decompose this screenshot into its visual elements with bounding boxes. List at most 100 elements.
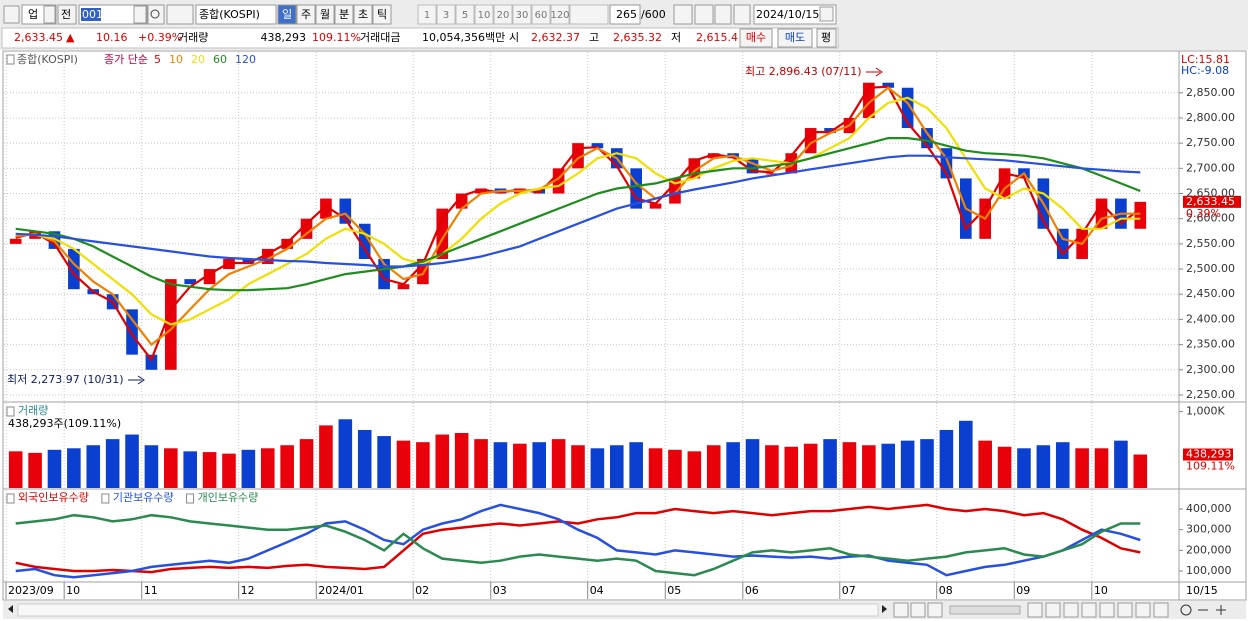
search-button[interactable]	[147, 4, 165, 25]
count-input[interactable]	[609, 4, 641, 25]
tool-button[interactable]	[1063, 602, 1079, 618]
layout-icon[interactable]	[3, 5, 20, 24]
nav-button[interactable]	[910, 602, 926, 618]
candle	[378, 258, 390, 290]
high-label: 고	[589, 31, 599, 44]
save-button[interactable]	[714, 4, 732, 25]
candle	[901, 87, 914, 129]
volume-bar	[978, 440, 992, 488]
y-tick-label: 2,700.00	[1186, 161, 1235, 174]
zoom-icon[interactable]	[1180, 604, 1192, 616]
sell-button[interactable]	[777, 28, 813, 48]
tool-button[interactable]	[1099, 602, 1115, 618]
quote-arrow: ▲	[66, 31, 75, 44]
interval-select[interactable]	[569, 4, 609, 25]
zoom-buttons[interactable]	[1198, 605, 1226, 615]
nav-button[interactable]	[927, 602, 943, 618]
period-button[interactable]	[372, 4, 392, 25]
quote-bar	[1, 27, 839, 49]
volume-bar	[260, 448, 275, 488]
period-button[interactable]	[277, 4, 297, 25]
settings-button[interactable]	[733, 4, 751, 25]
x-tick-label: 04	[590, 584, 604, 597]
period-button[interactable]	[296, 4, 316, 25]
x-tick-label: 2023/09	[8, 584, 54, 597]
period-label: 분	[339, 8, 349, 21]
volume-bar	[648, 448, 663, 488]
code-dropdown[interactable]	[133, 5, 147, 24]
x-tick-label: 12	[241, 584, 255, 597]
interval-button[interactable]	[417, 4, 437, 25]
holding-line	[15, 503, 1141, 579]
interval-button[interactable]	[493, 4, 513, 25]
tool-button[interactable]	[673, 4, 693, 25]
quote-change-pct: +0.39%	[138, 31, 182, 44]
max-count: /600	[641, 8, 666, 21]
volume-bar	[67, 448, 81, 488]
volume-bar	[299, 439, 314, 488]
calendar-button[interactable]	[819, 6, 834, 22]
interval-button[interactable]	[474, 4, 494, 25]
last-volume-ratio: 109.11%	[1186, 460, 1235, 473]
candle	[746, 158, 759, 174]
y-tick-label: 100,000	[1186, 564, 1232, 577]
interval-label: 1	[424, 10, 430, 21]
candle	[300, 218, 313, 239]
x-tick-label: 10	[1094, 584, 1108, 597]
tool-button[interactable]	[1045, 602, 1061, 618]
tool-button[interactable]	[694, 4, 714, 25]
buy-button[interactable]	[739, 28, 773, 48]
volume-bar	[47, 449, 62, 488]
candle	[688, 158, 701, 179]
date: 2024/10/15	[756, 8, 819, 21]
scroll-right[interactable]	[882, 605, 887, 613]
tool-button[interactable]	[1153, 602, 1169, 618]
date-input[interactable]	[753, 4, 837, 25]
tool-button[interactable]	[1117, 602, 1133, 618]
tool-button[interactable]	[1081, 602, 1097, 618]
last-pct-label: 0.39%	[1186, 207, 1221, 220]
dropdown-arrow[interactable]	[43, 5, 56, 24]
x-tick-label: 10	[66, 584, 80, 597]
volume-bar	[803, 443, 818, 488]
legend-entry: 20	[191, 53, 205, 66]
scope-button[interactable]	[57, 4, 77, 25]
interval-button[interactable]	[455, 4, 475, 25]
volume-bar	[1094, 448, 1109, 488]
volume-bar	[551, 439, 566, 488]
sound-button[interactable]	[166, 4, 194, 25]
avg-button[interactable]	[816, 28, 837, 48]
period-button[interactable]	[315, 4, 335, 25]
ma-line	[15, 96, 1141, 326]
ma-line	[15, 154, 1141, 268]
interval-button[interactable]	[531, 4, 551, 25]
quote-change: 10.16	[96, 31, 128, 44]
zoom-slider[interactable]	[949, 605, 1021, 615]
code: 001	[82, 8, 103, 21]
candle	[804, 128, 817, 154]
x-tick-label: 06	[745, 584, 759, 597]
last-price-box	[1183, 195, 1241, 208]
volume-bar	[997, 446, 1012, 488]
scroll-track[interactable]	[17, 603, 879, 617]
min-arrow	[128, 375, 145, 385]
volume-label: 거래량	[178, 31, 208, 44]
period-button[interactable]	[353, 4, 373, 25]
scroll-left[interactable]	[8, 605, 13, 613]
interval-button[interactable]	[550, 4, 570, 25]
volume-bar	[842, 442, 857, 488]
tool-button[interactable]	[1027, 602, 1043, 618]
tool-button[interactable]	[1135, 602, 1151, 618]
nav-button[interactable]	[893, 602, 909, 618]
buy: 매수	[746, 31, 766, 44]
interval-button[interactable]	[436, 4, 456, 25]
interval-button[interactable]	[512, 4, 532, 25]
volume-bar	[513, 443, 527, 488]
quote-amount: 10,054,356백만	[422, 31, 505, 44]
period-button[interactable]	[334, 4, 354, 25]
quote-open: 2,632.37	[531, 31, 580, 44]
candle	[998, 168, 1011, 199]
x-tick-label: 05	[667, 584, 681, 597]
volume-bar	[862, 445, 876, 488]
volume-bar	[144, 445, 159, 488]
